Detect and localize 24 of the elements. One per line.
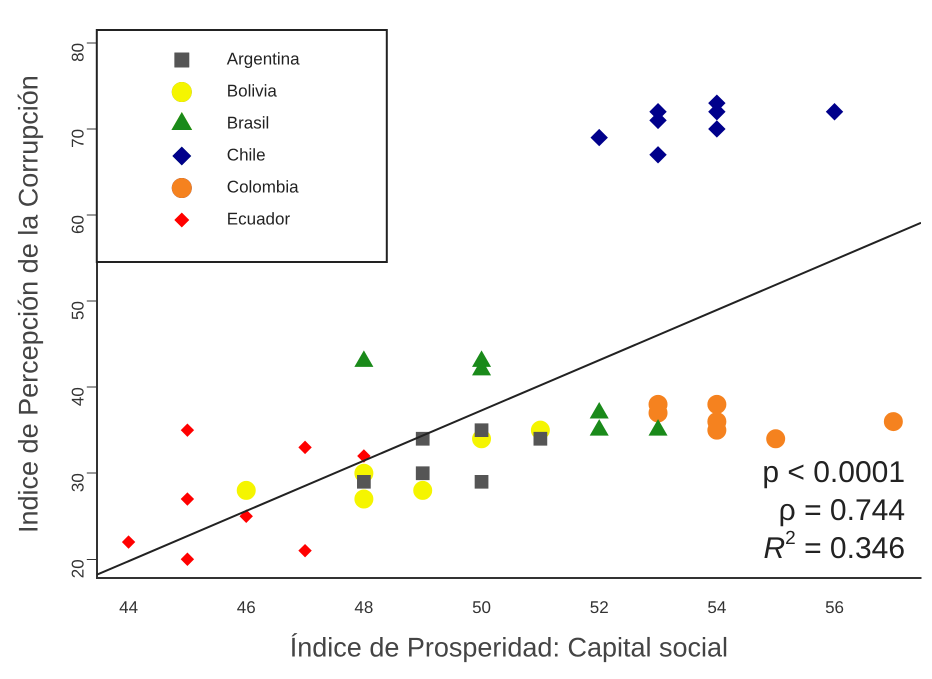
annotation: p < 0.0001 bbox=[762, 456, 906, 490]
y-tick-label: 60 bbox=[68, 215, 88, 234]
y-tick-label: 20 bbox=[68, 559, 88, 578]
y-tick-label: 80 bbox=[68, 42, 88, 62]
annotation: ρ = 0.744 bbox=[778, 494, 905, 528]
y-tick-label: 30 bbox=[68, 473, 88, 492]
x-axis-title: Índice de Prosperidad: Capital social bbox=[290, 632, 728, 662]
y-tick-label: 50 bbox=[68, 301, 88, 320]
legend-label: Bolivia bbox=[226, 82, 278, 101]
legend-label: Chile bbox=[226, 146, 266, 165]
x-tick-label: 50 bbox=[472, 598, 492, 618]
y-tick-label: 40 bbox=[68, 387, 88, 406]
legend-label: Colombia bbox=[226, 178, 300, 197]
legend-label: Argentina bbox=[226, 50, 300, 69]
x-tick-label: 48 bbox=[354, 598, 374, 618]
y-tick-label: 70 bbox=[68, 128, 88, 148]
x-tick-label: 44 bbox=[119, 598, 138, 618]
y-axis-title: Indice de Percepción de la Corrupción bbox=[14, 75, 44, 533]
legend-label: Brasil bbox=[226, 114, 270, 133]
x-tick-label: 46 bbox=[236, 598, 256, 618]
x-tick-label: 52 bbox=[590, 598, 609, 618]
legend-label: Ecuador bbox=[226, 210, 290, 229]
x-tick-label: 54 bbox=[707, 598, 726, 618]
x-tick-label: 56 bbox=[825, 598, 844, 618]
